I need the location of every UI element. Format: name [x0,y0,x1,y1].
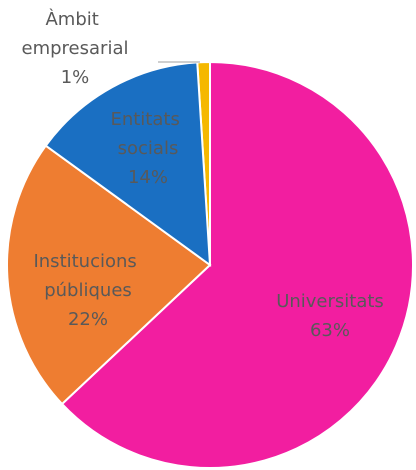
pie-slice [44,61,212,268]
label-line: Universitats [276,291,384,312]
label-line: Àmbit [45,8,104,30]
label-line: públiques [44,280,132,301]
slices [6,60,414,469]
value-label: 1% [61,67,90,88]
value-label: 14% [128,167,168,188]
label-line: Entitats [110,109,185,130]
value-label: 22% [68,309,108,330]
slice-label: Universitats [276,291,384,312]
value-label: 63% [310,320,350,341]
pie-slice [6,144,212,406]
label-line: Institucions [33,251,142,272]
pie-slice [60,60,414,469]
label-line: empresarial [22,38,129,59]
slice-label: Institucions públiques [33,251,142,301]
label-line: socials [118,138,179,159]
slice-label: Entitats socials [110,109,185,159]
slice-label: Àmbit empresarial [22,8,129,59]
